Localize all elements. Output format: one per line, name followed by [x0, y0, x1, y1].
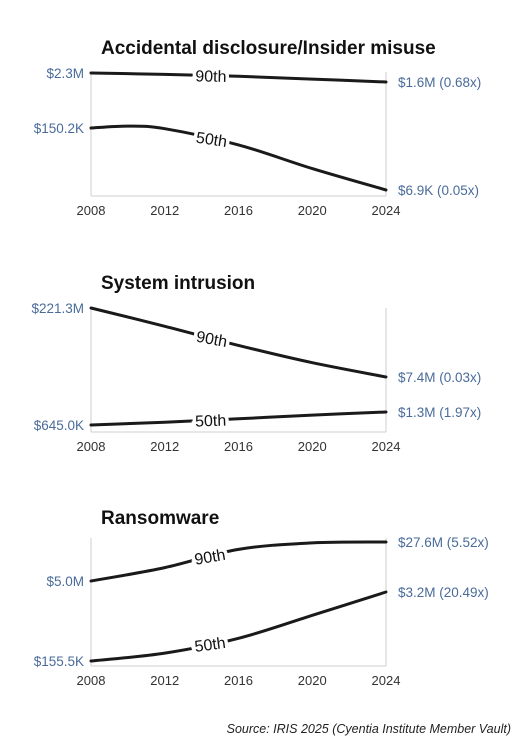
panel-2-start-label: $645.0K — [34, 418, 84, 433]
panel-1-title: Accidental disclosure/Insider misuse — [101, 38, 436, 59]
panel-1-x-tick: 2016 — [224, 203, 253, 218]
panel-1-x-tick: 2020 — [298, 203, 327, 218]
panel-3-title: Ransomware — [101, 508, 219, 529]
panel-3-series-90th-label: 90th — [193, 547, 227, 569]
panel-2-series-50th-line — [89, 410, 388, 427]
panel-2-x-tick: 2012 — [150, 439, 179, 454]
panel-1-series-90th-label-halo: 90th — [195, 68, 226, 86]
panel-1-start-label: $150.2K — [34, 121, 84, 136]
panel-2-x-tick: 2016 — [224, 439, 253, 454]
panel-2-x-tick: 2024 — [372, 439, 401, 454]
source-note: Source: IRIS 2025 (Cyentia Institute Mem… — [226, 722, 511, 736]
panel-3-end-label: $3.2M (20.49x) — [398, 585, 489, 600]
panel-2-x-tick: 2008 — [77, 439, 106, 454]
panel-1-end-label: $1.6M (0.68x) — [398, 75, 481, 90]
panel-3-x-tick: 2012 — [150, 673, 179, 688]
panel-2-end-label: $7.4M (0.03x) — [398, 370, 481, 385]
panel-3-x-tick: 2016 — [224, 673, 253, 688]
panel-1-series-90th-line — [89, 71, 388, 84]
panel-3-x-tick: 2024 — [372, 673, 401, 688]
panel-3-end-label: $27.6M (5.52x) — [398, 535, 489, 550]
panel-1-series-50th-line — [89, 124, 388, 192]
panel-2-series-90th-line — [89, 306, 388, 379]
panel-3-start-label: $155.5K — [34, 654, 84, 669]
panel-1-series-90th-label: 90th — [195, 68, 226, 86]
panel-1-start-label: $2.3M — [46, 66, 84, 81]
panel-1-series-50th-label: 50th — [195, 130, 228, 151]
panel-3-series-90th-line — [89, 540, 388, 583]
panel-1-x-tick: 2024 — [372, 203, 401, 218]
panel-1-x-tick: 2008 — [77, 203, 106, 218]
panel-2-title: System intrusion — [101, 273, 255, 294]
panel-3-series-50th-label: 50th — [194, 635, 227, 656]
panel-1-end-label: $6.9K (0.05x) — [398, 183, 479, 198]
panel-2-start-label: $221.3M — [31, 301, 84, 316]
panel-2-x-tick: 2020 — [298, 439, 327, 454]
panel-3-x-tick: 2008 — [77, 673, 106, 688]
panel-2-series-90th-label: 90th — [195, 329, 229, 351]
panel-2-series-50th-label: 50th — [195, 413, 227, 431]
panel-3-series-50th-line — [89, 590, 388, 663]
panel-2-end-label: $1.3M (1.97x) — [398, 405, 481, 420]
panel-3-x-tick: 2020 — [298, 673, 327, 688]
panel-3-start-label: $5.0M — [46, 574, 84, 589]
panel-1-x-tick: 2012 — [150, 203, 179, 218]
